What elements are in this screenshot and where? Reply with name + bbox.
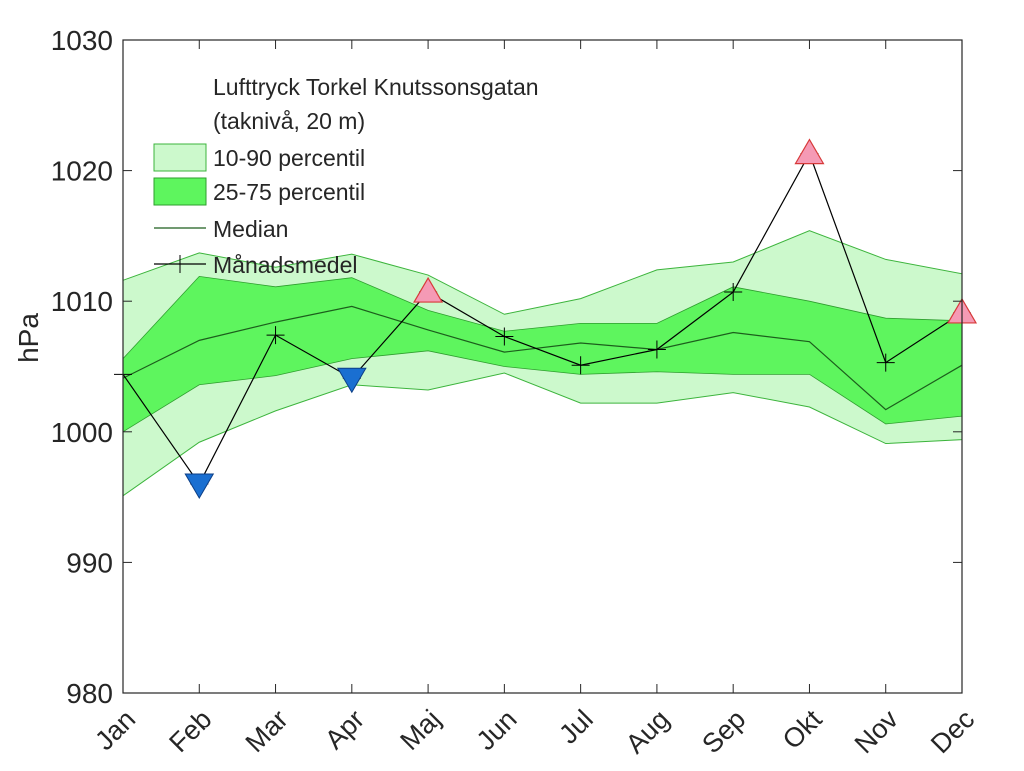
high-extreme-marker — [413, 276, 444, 303]
high-extreme-marker — [794, 138, 825, 165]
legend-subtitle: (taknivå, 20 m) — [213, 108, 365, 134]
monthly-mean-point — [266, 326, 285, 345]
legend-mean-marker — [171, 255, 189, 273]
legend: Lufttryck Torkel Knutssonsgatan (taknivå,… — [153, 74, 539, 278]
monthly-mean-point — [495, 327, 514, 346]
legend-entry: Månadsmedel — [213, 252, 357, 278]
y-tick-label: 980 — [66, 678, 113, 709]
legend-entry: Median — [213, 216, 288, 242]
low-extreme-marker — [184, 473, 215, 500]
y-tick-label: 1020 — [51, 156, 113, 187]
legend-swatch-25-75 — [153, 177, 207, 206]
monthly-mean-point — [647, 340, 666, 359]
monthly-mean-point — [571, 356, 590, 375]
legend-entry: 25-75 percentil — [213, 179, 365, 205]
monthly-mean-point — [724, 283, 743, 302]
monthly-mean-line — [122, 152, 963, 486]
legend-swatch-10-90 — [153, 143, 207, 172]
y-axis-label: hPa — [13, 313, 44, 363]
low-extreme-marker — [336, 367, 367, 394]
median-line — [122, 305, 963, 411]
y-tick-label: 1000 — [51, 417, 113, 448]
y-tick-label: 1010 — [51, 286, 113, 317]
legend-title: Lufttryck Torkel Knutssonsgatan — [213, 74, 539, 100]
legend-entry: 10-90 percentil — [213, 145, 365, 171]
y-tick-label: 990 — [66, 547, 113, 578]
y-tick-label: 1030 — [51, 25, 113, 56]
axes-box — [122, 39, 963, 694]
monthly-mean-point — [876, 353, 895, 372]
